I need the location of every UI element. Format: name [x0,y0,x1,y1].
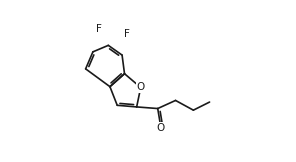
Text: F: F [124,29,130,39]
Text: F: F [96,24,102,34]
Text: O: O [157,123,165,133]
Text: O: O [136,82,145,93]
